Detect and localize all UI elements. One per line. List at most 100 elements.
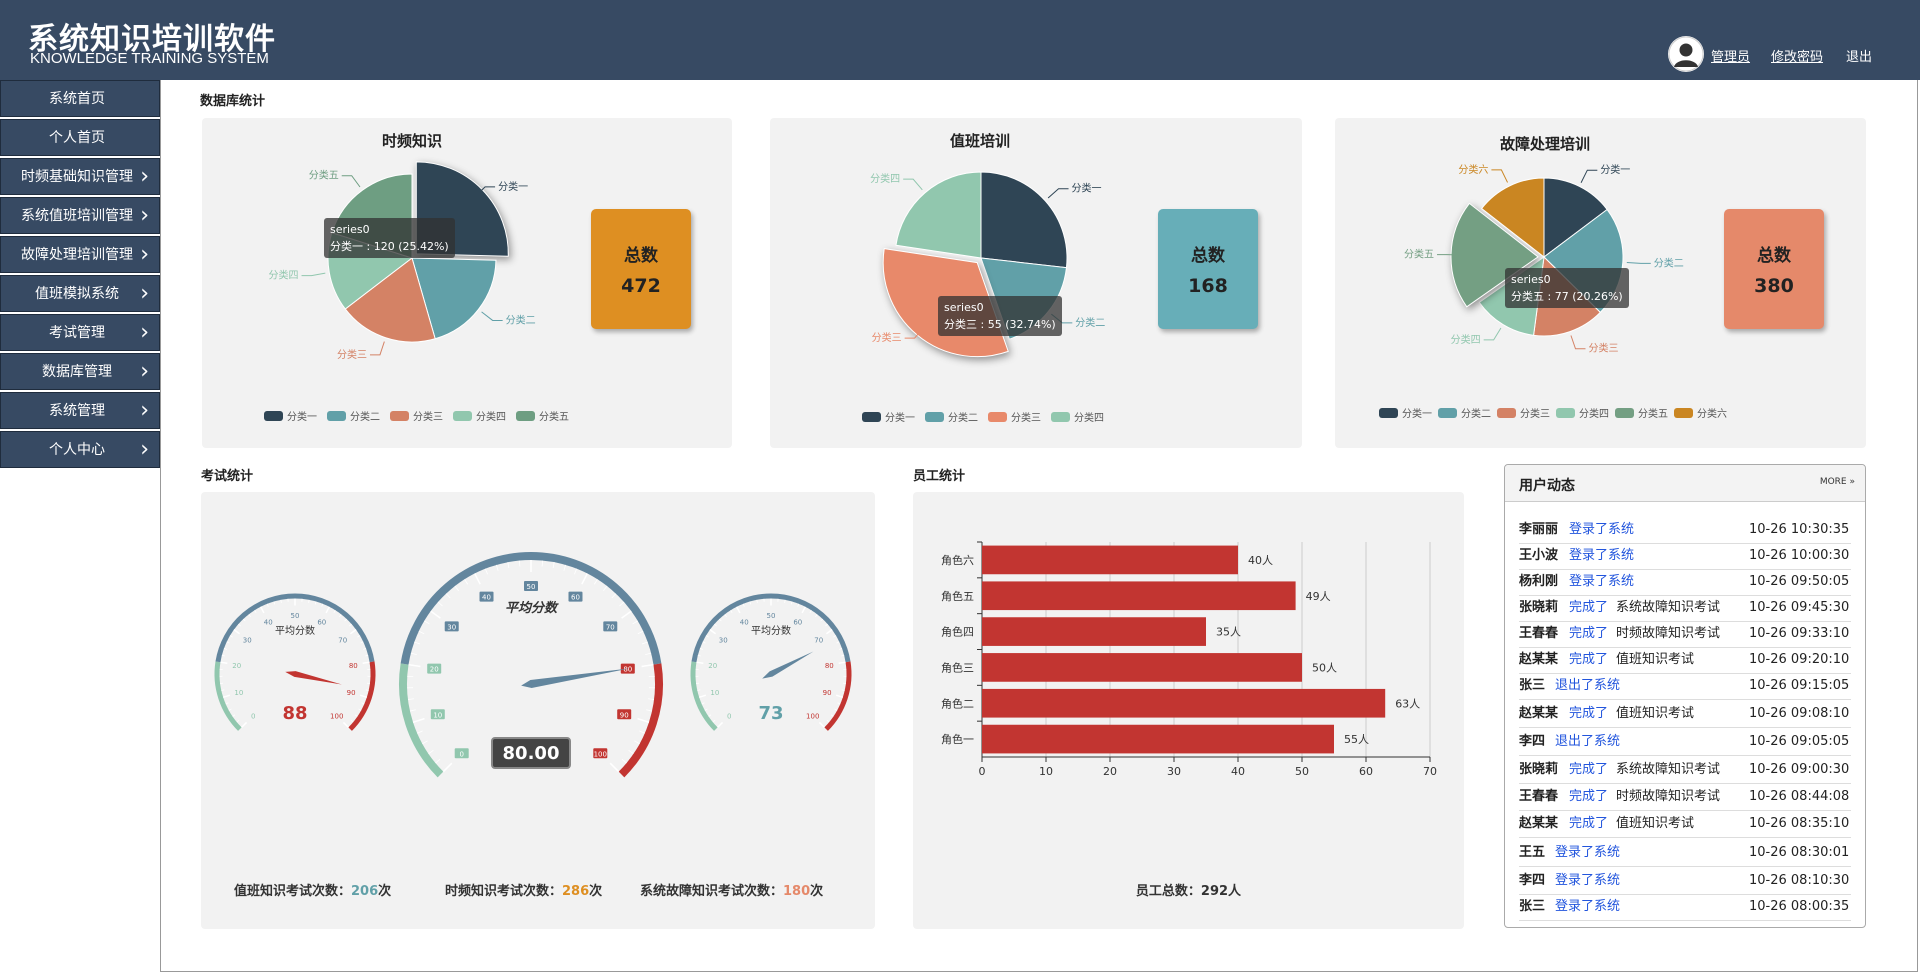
gauge-tick-label: 10 [234, 689, 243, 697]
legend-label: 分类四 [1579, 409, 1609, 420]
legend-item[interactable]: 分类五 [516, 408, 569, 423]
legend-item[interactable]: 分类二 [1438, 405, 1491, 420]
gauge-tick [243, 618, 246, 622]
gauge-tick [712, 719, 716, 723]
gauge-tick [699, 648, 703, 650]
sidebar-item[interactable]: 系统首页 [0, 80, 160, 117]
gauge-tick [221, 689, 225, 691]
activity-time: 10-26 08:10:30 [1749, 873, 1850, 888]
sidebar-item[interactable]: 故障处理培训管理 › [0, 236, 160, 273]
more-link[interactable]: MORE » [1820, 477, 1855, 487]
exam-stat-label: 值班知识考试次数： [234, 884, 352, 899]
app-header: 系统知识培训软件 KNOWLEDGE TRAINING SYSTEM 管理员 修… [0, 0, 1920, 80]
activity-action[interactable]: 登录了系统 [1569, 574, 1635, 589]
pie-slice-label: 分类一 [498, 180, 528, 193]
gauge-name: 平均分数 [275, 624, 315, 637]
activity-action[interactable]: 登录了系统 [1555, 873, 1621, 888]
total-box-3: 总数 380 [1724, 209, 1824, 329]
gauge-tick [228, 708, 232, 711]
gauge-tick [552, 562, 555, 569]
activity-action[interactable]: 退出了系统 [1555, 678, 1621, 693]
legend-item[interactable]: 分类三 [1497, 405, 1550, 420]
gauge-tick [541, 560, 544, 567]
activity-action[interactable]: 退出了系统 [1555, 734, 1621, 749]
gauge-tick [742, 603, 745, 607]
pie-legend-1[interactable]: 分类一 分类二 分类三 分类四 分类五 [264, 408, 569, 423]
sidebar-item[interactable]: 个人首页 [0, 119, 160, 156]
gauge-tick-label: 80 [349, 662, 358, 670]
pie-card-1: 时频知识 分类一 分类二 分类三 分类四 分类五 总数 472 分类一 分类二 分类三 分类四… [202, 118, 732, 448]
user-avatar-icon[interactable] [1668, 36, 1704, 72]
activity-action[interactable]: 完成了 [1569, 626, 1609, 641]
activity-time: 10-26 09:45:30 [1749, 600, 1850, 615]
pie-slice-label: 分类五 [1404, 248, 1434, 261]
activity-user: 赵某某 [1519, 652, 1559, 667]
sidebar-item[interactable]: 时频基础知识管理 › [0, 158, 160, 195]
pie-legend-2[interactable]: 分类一 分类二 分类三 分类四 [862, 409, 1104, 424]
sidebar-item[interactable]: 系统管理 › [0, 392, 160, 429]
gauge-tick [226, 641, 230, 644]
x-tick-label: 70 [1423, 765, 1437, 778]
activity-user: 王春春 [1519, 789, 1559, 804]
pie-tooltip-1: series0 分类一 : 120 (25.42%) [324, 218, 455, 258]
gauge-tick-label: 40 [264, 618, 273, 626]
legend-item[interactable]: 分类二 [327, 408, 380, 423]
activity-action[interactable]: 完成了 [1569, 652, 1609, 667]
gauge-tick-label: 40 [740, 618, 749, 626]
gauge-tick-label: 30 [243, 636, 252, 644]
sidebar-item[interactable]: 考试管理 › [0, 314, 160, 351]
legend-item[interactable]: 分类四 [1556, 405, 1609, 420]
gauge-tick [221, 654, 225, 657]
activity-header: 用户动态 MORE » [1505, 465, 1865, 502]
pie-slice-label: 分类一 [1600, 163, 1630, 176]
activity-action[interactable]: 完成了 [1569, 600, 1609, 615]
pie-slice-label: 分类二 [1075, 316, 1105, 329]
sidebar-item[interactable]: 值班模拟系统 › [0, 275, 160, 312]
activity-time: 10-26 09:20:10 [1749, 652, 1850, 667]
user-link[interactable]: 管理员 [1711, 50, 1751, 65]
activity-action[interactable]: 完成了 [1569, 816, 1609, 831]
staff-section-title: 员工统计 [913, 469, 966, 484]
pie-card-title: 时频知识 [381, 132, 442, 150]
sidebar-item[interactable]: 系统值班培训管理 › [0, 197, 160, 234]
legend-item[interactable]: 分类四 [1051, 409, 1104, 424]
gauge-tick [637, 717, 650, 724]
x-tick-label: 10 [1039, 765, 1053, 778]
activity-action[interactable]: 完成了 [1569, 789, 1609, 804]
activity-action[interactable]: 登录了系统 [1555, 899, 1621, 914]
legend-item[interactable]: 分类六 [1674, 405, 1727, 420]
legend-item[interactable]: 分类二 [925, 409, 978, 424]
gauge-tick [484, 568, 488, 575]
activity-row: 王五 登录了系统 10-26 08:30:01 [1519, 840, 1851, 867]
legend-label: 分类四 [476, 412, 506, 423]
gauge-tick [445, 593, 451, 599]
total-value: 472 [621, 275, 661, 297]
pie-slice-label: 分类三 [872, 331, 902, 344]
legend-item[interactable]: 分类五 [1615, 405, 1668, 420]
legend-item[interactable]: 分类四 [453, 408, 506, 423]
gauge-tick [709, 629, 717, 635]
legend-item[interactable]: 分类一 [862, 409, 915, 424]
sidebar-item[interactable]: 个人中心 › [0, 431, 160, 468]
pie-label-line [474, 186, 496, 197]
legend-item[interactable]: 分类三 [390, 408, 443, 423]
activity-action[interactable]: 完成了 [1569, 762, 1609, 777]
legend-item[interactable]: 分类一 [1379, 405, 1432, 420]
activity-action[interactable]: 登录了系统 [1569, 522, 1635, 537]
activity-action[interactable]: 完成了 [1569, 706, 1609, 721]
activity-action[interactable]: 登录了系统 [1555, 845, 1621, 860]
chevron-right-icon: › [140, 359, 149, 384]
pie-legend-3[interactable]: 分类一 分类二 分类三 分类四 分类五 分类六 [1379, 405, 1727, 420]
change-password-link[interactable]: 修改密码 [1771, 50, 1824, 65]
gauge-tick [830, 714, 834, 717]
sidebar-item[interactable]: 数据库管理 › [0, 353, 160, 390]
legend-item[interactable]: 分类三 [988, 409, 1041, 424]
gauge-tick-label: 30 [719, 636, 728, 644]
gauge-arc [824, 661, 852, 731]
activity-action[interactable]: 登录了系统 [1569, 548, 1635, 563]
gauge-tick [756, 599, 758, 603]
legend-swatch [453, 410, 472, 421]
logout-link[interactable]: 退出 [1846, 50, 1873, 65]
legend-item[interactable]: 分类一 [264, 408, 317, 423]
y-tick-label: 角色一 [941, 732, 974, 746]
